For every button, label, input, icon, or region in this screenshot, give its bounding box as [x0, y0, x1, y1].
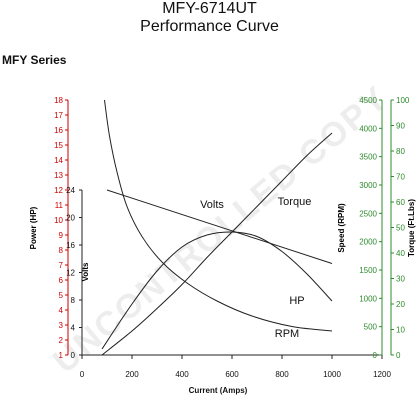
speed-tick-label: 3000 [359, 181, 377, 190]
power-tick-label: 14 [54, 156, 63, 165]
torque-curve-label: Torque [278, 196, 312, 208]
volts-tick-label: 8 [71, 296, 76, 305]
speed-tick-label: 2500 [359, 209, 377, 218]
power-tick-label: 4 [59, 306, 64, 315]
speed-tick-label: 4500 [359, 96, 377, 105]
power-tick-label: 6 [59, 276, 64, 285]
x-tick-label: 400 [175, 370, 189, 379]
speed-axis-label: Speed (RPM) [337, 203, 346, 253]
torque-tick-label: 40 [396, 249, 405, 258]
power-tick-label: 18 [54, 96, 63, 105]
volts-tick-label: 0 [71, 351, 76, 360]
chart-subtitle: Performance Curve [140, 18, 279, 35]
power-tick-label: 17 [54, 111, 63, 120]
x-tick-label: 200 [125, 370, 139, 379]
rpm-curve [104, 99, 333, 332]
power-tick-label: 9 [59, 231, 64, 240]
volts-tick-label: 20 [66, 214, 75, 223]
power-tick-label: 8 [59, 246, 64, 255]
torque-tick-label: 10 [396, 326, 405, 335]
x-tick-label: 0 [80, 370, 85, 379]
x-tick-label: 800 [275, 370, 289, 379]
torque-tick-label: 70 [396, 173, 405, 182]
volts-tick-label: 24 [66, 186, 75, 195]
torque-tick-label: 50 [396, 224, 405, 233]
torque-tick-label: 0 [396, 351, 401, 360]
chart-title: MFY-6714UT [162, 0, 257, 17]
speed-tick-label: 2000 [359, 238, 377, 247]
torque-tick-label: 30 [396, 275, 405, 284]
speed-tick-label: 500 [364, 323, 378, 332]
rpm-curve-label: RPM [275, 328, 299, 340]
power-tick-label: 15 [54, 141, 63, 150]
speed-tick-label: 3500 [359, 153, 377, 162]
power-tick-label: 10 [54, 216, 63, 225]
power-tick-label: 11 [55, 201, 64, 210]
volts-curve [106, 189, 333, 264]
volts-tick-label: 4 [71, 324, 76, 333]
power-tick-label: 7 [59, 261, 64, 270]
torque-curve [101, 132, 333, 356]
x-tick-label: 600 [225, 370, 239, 379]
power-tick-label: 1 [59, 351, 64, 360]
torque-tick-label: 20 [396, 300, 405, 309]
speed-tick-label: 0 [373, 351, 378, 360]
power-tick-label: 5 [59, 291, 64, 300]
hp-curve [101, 231, 333, 350]
series-name: MFY Series [2, 53, 67, 67]
speed-tick-label: 1000 [359, 294, 377, 303]
torque-tick-label: 60 [396, 198, 405, 207]
x-axis-label: Current (Amps) [189, 386, 248, 395]
power-tick-label: 3 [59, 321, 64, 330]
volts-curve-label: Volts [200, 199, 224, 211]
power-tick-label: 12 [54, 186, 63, 195]
power-tick-label: 2 [59, 336, 64, 345]
speed-tick-label: 1500 [359, 266, 377, 275]
x-tick-label: 1000 [323, 370, 341, 379]
volts-tick-label: 12 [66, 269, 75, 278]
hp-curve-label: HP [289, 295, 304, 307]
torque-tick-label: 100 [396, 96, 410, 105]
title-block: MFY-6714UT Performance Curve [0, 0, 419, 36]
torque-axis-label: Torque (Ft.Lbs) [407, 199, 416, 257]
power-axis-label: Power (HP) [29, 206, 38, 249]
torque-tick-label: 80 [396, 147, 405, 156]
volts-tick-label: 16 [66, 241, 75, 250]
power-tick-label: 16 [54, 126, 63, 135]
power-tick-label: 13 [54, 171, 63, 180]
volts-axis-label: Volts [81, 262, 90, 282]
speed-tick-label: 4000 [359, 124, 377, 133]
x-tick-label: 1200 [373, 370, 391, 379]
torque-tick-label: 90 [396, 122, 405, 131]
